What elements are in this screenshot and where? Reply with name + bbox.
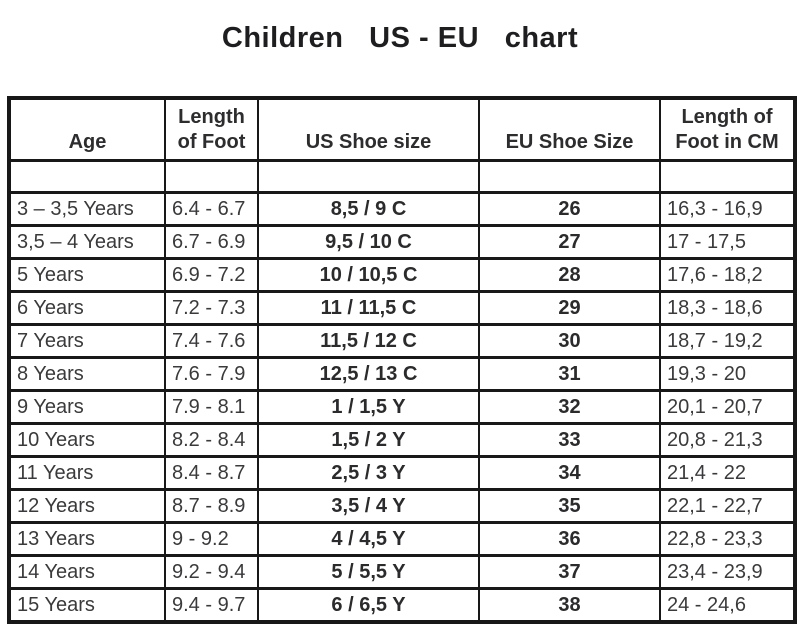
foot-length-cm-cell: 17,6 - 18,2 <box>659 257 796 293</box>
us-size-cell: 5 / 5,5 Y <box>257 554 480 590</box>
foot-length-cm-cell: 16,3 - 16,9 <box>659 191 796 227</box>
us-size-cell: 12,5 / 13 C <box>257 356 480 392</box>
foot-length-cell: 8.7 - 8.9 <box>164 488 259 524</box>
foot-length-cell: 7.6 - 7.9 <box>164 356 259 392</box>
table-row: 3 – 3,5 Years 6.4 - 6.7 8,5 / 9 C 26 16,… <box>8 191 796 227</box>
foot-length-cm-cell: 20,8 - 21,3 <box>659 422 796 458</box>
foot-length-cm-cell: 20,1 - 20,7 <box>659 389 796 425</box>
eu-size-cell: 30 <box>478 323 661 359</box>
eu-size-cell: 27 <box>478 224 661 260</box>
eu-size-cell: 36 <box>478 521 661 557</box>
shoe-size-conversion-table: Age Length of Foot US Shoe size EU Shoe … <box>7 96 797 624</box>
foot-length-cm-cell: 18,7 - 19,2 <box>659 323 796 359</box>
age-cell: 3,5 – 4 Years <box>8 224 166 260</box>
foot-length-cell: 9 - 9.2 <box>164 521 259 557</box>
eu-size-cell: 38 <box>478 587 661 624</box>
age-cell: 11 Years <box>8 455 166 491</box>
us-size-cell: 2,5 / 3 Y <box>257 455 480 491</box>
spacer-cell <box>164 159 259 194</box>
table-row: 6 Years 7.2 - 7.3 11 / 11,5 C 29 18,3 - … <box>8 290 796 326</box>
age-cell: 13 Years <box>8 521 166 557</box>
spacer-cell <box>257 159 480 194</box>
age-cell: 6 Years <box>8 290 166 326</box>
table-row: 9 Years 7.9 - 8.1 1 / 1,5 Y 32 20,1 - 20… <box>8 389 796 425</box>
us-size-cell: 1 / 1,5 Y <box>257 389 480 425</box>
spacer-cell <box>478 159 661 194</box>
table-row: 8 Years 7.6 - 7.9 12,5 / 13 C 31 19,3 - … <box>8 356 796 392</box>
foot-length-cm-cell: 24 - 24,6 <box>659 587 796 624</box>
foot-length-cell: 7.9 - 8.1 <box>164 389 259 425</box>
age-cell: 8 Years <box>8 356 166 392</box>
column-header-age: Age <box>8 96 166 162</box>
foot-length-cell: 7.4 - 7.6 <box>164 323 259 359</box>
table-header: Age Length of Foot US Shoe size EU Shoe … <box>8 96 796 194</box>
table-row: 10 Years 8.2 - 8.4 1,5 / 2 Y 33 20,8 - 2… <box>8 422 796 458</box>
column-header-length-of-foot-cm: Length of Foot in CM <box>659 96 796 162</box>
age-cell: 14 Years <box>8 554 166 590</box>
table-row: 11 Years 8.4 - 8.7 2,5 / 3 Y 34 21,4 - 2… <box>8 455 796 491</box>
age-cell: 15 Years <box>8 587 166 624</box>
spacer-row <box>8 159 796 194</box>
us-size-cell: 1,5 / 2 Y <box>257 422 480 458</box>
page-title: Children US - EU chart <box>221 22 579 54</box>
age-cell: 5 Years <box>8 257 166 293</box>
spacer-cell <box>8 159 166 194</box>
table-row: 13 Years 9 - 9.2 4 / 4,5 Y 36 22,8 - 23,… <box>8 521 796 557</box>
eu-size-cell: 37 <box>478 554 661 590</box>
table-row: 5 Years 6.9 - 7.2 10 / 10,5 C 28 17,6 - … <box>8 257 796 293</box>
foot-length-cell: 7.2 - 7.3 <box>164 290 259 326</box>
foot-length-cm-cell: 18,3 - 18,6 <box>659 290 796 326</box>
foot-length-cm-cell: 17 - 17,5 <box>659 224 796 260</box>
table-row: 14 Years 9.2 - 9.4 5 / 5,5 Y 37 23,4 - 2… <box>8 554 796 590</box>
foot-length-cell: 8.2 - 8.4 <box>164 422 259 458</box>
foot-length-cell: 9.4 - 9.7 <box>164 587 259 624</box>
us-size-cell: 4 / 4,5 Y <box>257 521 480 557</box>
header-row: Age Length of Foot US Shoe size EU Shoe … <box>8 96 796 162</box>
table-row: 12 Years 8.7 - 8.9 3,5 / 4 Y 35 22,1 - 2… <box>8 488 796 524</box>
eu-size-cell: 34 <box>478 455 661 491</box>
table-body: 3 – 3,5 Years 6.4 - 6.7 8,5 / 9 C 26 16,… <box>8 191 796 624</box>
us-size-cell: 3,5 / 4 Y <box>257 488 480 524</box>
foot-length-cm-cell: 22,8 - 23,3 <box>659 521 796 557</box>
eu-size-cell: 32 <box>478 389 661 425</box>
eu-size-cell: 31 <box>478 356 661 392</box>
age-cell: 10 Years <box>8 422 166 458</box>
foot-length-cell: 8.4 - 8.7 <box>164 455 259 491</box>
age-cell: 12 Years <box>8 488 166 524</box>
foot-length-cell: 6.4 - 6.7 <box>164 191 259 227</box>
eu-size-cell: 33 <box>478 422 661 458</box>
spacer-cell <box>659 159 796 194</box>
eu-size-cell: 29 <box>478 290 661 326</box>
foot-length-cm-cell: 21,4 - 22 <box>659 455 796 491</box>
foot-length-cm-cell: 19,3 - 20 <box>659 356 796 392</box>
us-size-cell: 6 / 6,5 Y <box>257 587 480 624</box>
table-row: 3,5 – 4 Years 6.7 - 6.9 9,5 / 10 C 27 17… <box>8 224 796 260</box>
eu-size-cell: 28 <box>478 257 661 293</box>
us-size-cell: 10 / 10,5 C <box>257 257 480 293</box>
column-header-eu-shoe-size: EU Shoe Size <box>478 96 661 162</box>
foot-length-cm-cell: 22,1 - 22,7 <box>659 488 796 524</box>
us-size-cell: 11,5 / 12 C <box>257 323 480 359</box>
column-header-us-shoe-size: US Shoe size <box>257 96 480 162</box>
us-size-cell: 9,5 / 10 C <box>257 224 480 260</box>
us-size-cell: 11 / 11,5 C <box>257 290 480 326</box>
eu-size-cell: 26 <box>478 191 661 227</box>
table-row: 15 Years 9.4 - 9.7 6 / 6,5 Y 38 24 - 24,… <box>8 587 796 624</box>
age-cell: 3 – 3,5 Years <box>8 191 166 227</box>
us-size-cell: 8,5 / 9 C <box>257 191 480 227</box>
eu-size-cell: 35 <box>478 488 661 524</box>
table-row: 7 Years 7.4 - 7.6 11,5 / 12 C 30 18,7 - … <box>8 323 796 359</box>
foot-length-cell: 6.9 - 7.2 <box>164 257 259 293</box>
age-cell: 9 Years <box>8 389 166 425</box>
column-header-length-of-foot: Length of Foot <box>164 96 259 162</box>
foot-length-cell: 6.7 - 6.9 <box>164 224 259 260</box>
foot-length-cm-cell: 23,4 - 23,9 <box>659 554 796 590</box>
age-cell: 7 Years <box>8 323 166 359</box>
foot-length-cell: 9.2 - 9.4 <box>164 554 259 590</box>
